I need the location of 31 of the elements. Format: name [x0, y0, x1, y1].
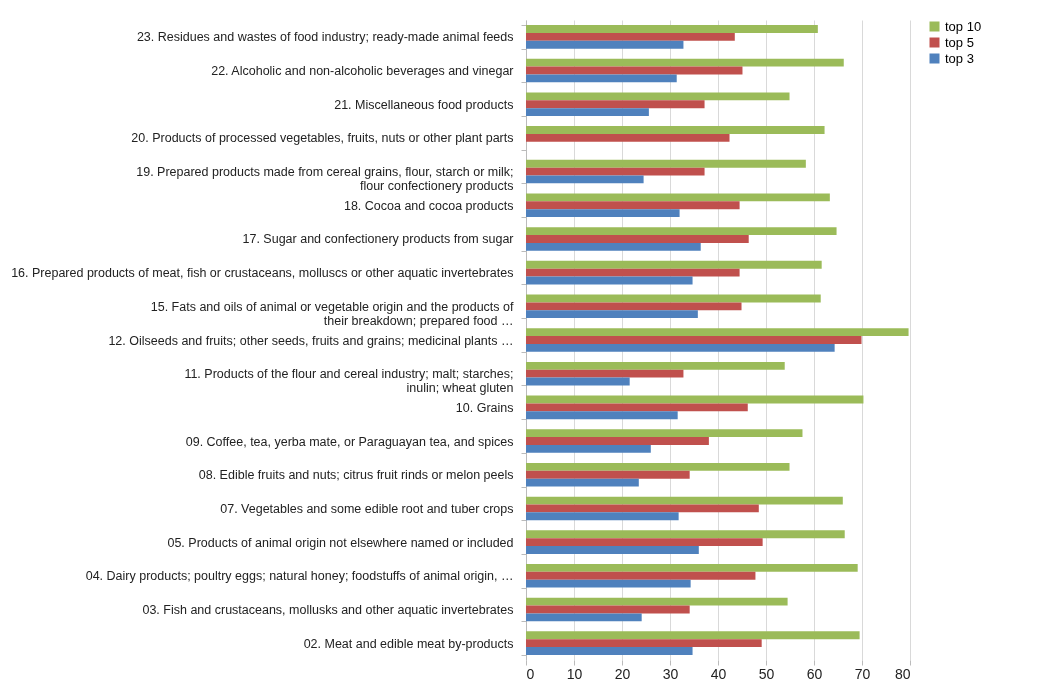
y-tick-label: 20. Products of processed vegetables, fruits, nuts or other plant parts — [131, 131, 514, 146]
y-tick-label: 19. Prepared products made from cereal grains, flour, starch or milk; flour confectionery products — [136, 165, 514, 194]
y-tick-label: 02. Meat and edible meat by-products — [303, 636, 514, 651]
y-tick-label: 08. Edible fruits and nuts; citrus fruit rinds or melon peels — [198, 468, 514, 483]
y-tick-label: 09. Coffee, tea, yerba mate, or Paraguayan tea, and spices — [185, 434, 514, 449]
x-tick-label: 10 — [566, 665, 583, 682]
x-tick-label: 60 — [806, 665, 823, 682]
legend-label: top 5 — [945, 34, 974, 50]
x-tick-label: 30 — [662, 665, 679, 682]
y-tick-label: 15. Fats and oils of animal or vegetable origin and the products of their breakdown; prepared food … — [150, 299, 515, 328]
legend-label: top 10 — [945, 18, 982, 34]
y-tick-label: 16. Prepared products of meat, fish or crustaceans, molluscs or other aquatic invertebrates — [11, 266, 514, 281]
x-tick-label: 20 — [614, 665, 631, 682]
y-tick-label: 05. Products of animal origin not elsewhere named or included — [167, 535, 514, 550]
y-tick-label: 18. Cocoa and cocoa products — [343, 198, 514, 213]
y-tick-label: 10. Grains — [455, 400, 514, 415]
y-tick-label: 07. Vegetables and some edible root and tuber crops — [220, 501, 514, 516]
x-tick-label: 80 — [894, 665, 911, 682]
x-tick-label: 40 — [710, 665, 727, 682]
y-tick-label: 11. Products of the flour and cereal industry; malt; starches; inulin; wheat gluten — [184, 367, 514, 396]
x-tick-label: 50 — [758, 665, 775, 682]
y-tick-label: 03. Fish and crustaceans, mollusks and other aquatic invertebrates — [142, 602, 514, 617]
y-tick-label: 04. Dairy products; poultry eggs; natural honey; foodstuffs of animal origin, … — [85, 569, 514, 584]
x-tick-label: 70 — [854, 665, 871, 682]
y-tick-label: 22. Alcoholic and non-alcoholic beverages and vinegar — [211, 64, 514, 79]
legend-label: top 3 — [945, 50, 974, 66]
y-tick-label: 12. Oilseeds and fruits; other seeds, fruits and grains; medicinal plants … — [108, 333, 514, 348]
y-tick-label: 17. Sugar and confectionery products from sugar — [242, 232, 514, 247]
y-tick-label: 23. Residues and wastes of food industry; ready-made animal feeds — [136, 30, 514, 45]
y-tick-label: 21. Miscellaneous food products — [334, 97, 514, 112]
x-tick-label: 0 — [526, 665, 535, 682]
